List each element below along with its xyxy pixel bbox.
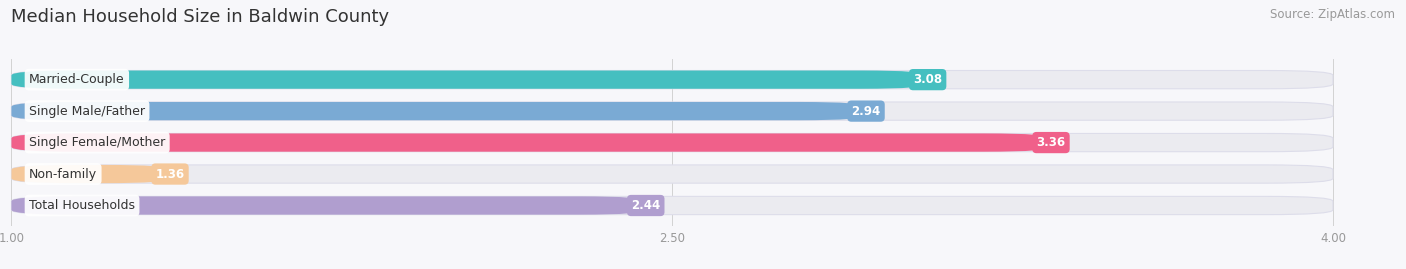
FancyBboxPatch shape	[11, 196, 645, 215]
Text: Source: ZipAtlas.com: Source: ZipAtlas.com	[1270, 8, 1395, 21]
FancyBboxPatch shape	[11, 165, 1333, 183]
Text: 3.08: 3.08	[912, 73, 942, 86]
Text: 2.94: 2.94	[852, 105, 880, 118]
Text: 2.44: 2.44	[631, 199, 661, 212]
FancyBboxPatch shape	[11, 133, 1333, 152]
Text: 1.36: 1.36	[156, 168, 184, 180]
Text: Median Household Size in Baldwin County: Median Household Size in Baldwin County	[11, 8, 389, 26]
FancyBboxPatch shape	[11, 165, 170, 183]
Text: Married-Couple: Married-Couple	[30, 73, 125, 86]
FancyBboxPatch shape	[11, 102, 866, 120]
FancyBboxPatch shape	[11, 70, 928, 89]
Text: 3.36: 3.36	[1036, 136, 1066, 149]
Text: Single Male/Father: Single Male/Father	[30, 105, 145, 118]
FancyBboxPatch shape	[11, 102, 1333, 120]
FancyBboxPatch shape	[11, 70, 1333, 89]
Text: Non-family: Non-family	[30, 168, 97, 180]
Text: Total Households: Total Households	[30, 199, 135, 212]
FancyBboxPatch shape	[11, 196, 1333, 215]
Text: Single Female/Mother: Single Female/Mother	[30, 136, 166, 149]
FancyBboxPatch shape	[11, 133, 1050, 152]
